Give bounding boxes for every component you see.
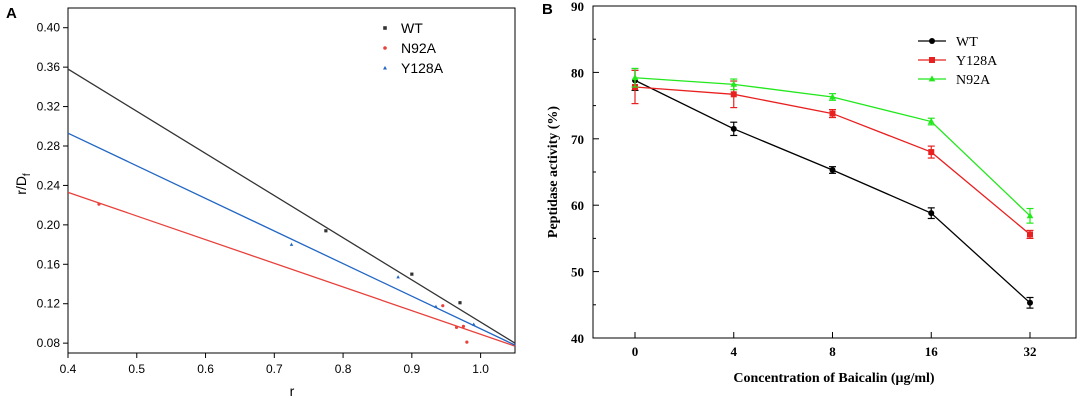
panel-a-x-tick-label: 0.8 [335, 362, 352, 376]
panel-b-y-tick-label: 60 [571, 198, 584, 213]
panel-a-point-y128a [471, 322, 476, 326]
panel-a-y-tick-label: 0.12 [37, 297, 61, 311]
panel-b-point-wt [928, 210, 935, 217]
panel-b-point-y128a [829, 110, 836, 117]
panel-a-y-tick-label: 0.16 [37, 257, 61, 271]
panel-a-x-tick-label: 0.4 [60, 362, 77, 376]
panel-a-legend-label: Y128A [401, 60, 444, 76]
panel-a-point-wt [458, 301, 462, 305]
panel-a-fit-line-n92a [67, 191, 516, 347]
panel-b-legend-label: Y128A [956, 54, 998, 69]
panel-b-legend-marker-n92a [928, 75, 936, 82]
panel-b-y-tick-label: 90 [571, 0, 584, 14]
panel-a-y-tick-label: 0.08 [37, 336, 61, 350]
panel-a-x-tick-label: 0.9 [404, 362, 421, 376]
panel-b-point-wt [829, 167, 836, 174]
panel-a-legend-label: WT [401, 20, 423, 36]
panel-b: B 0 4 8 16 32 40 50 60 70 80 90 WT Y128A N92A Conce… [542, 0, 1077, 386]
panel-a-y-tick-label: 0.32 [37, 100, 61, 114]
panel-b-point-y128a [1027, 231, 1033, 238]
panel-a-y-axis-label: r/Df [13, 173, 33, 195]
panel-a-point-n92a [465, 340, 469, 344]
panel-a-x-tick-label: 0.7 [266, 362, 283, 376]
panel-b-x-tick-label: 8 [829, 344, 836, 359]
panel-b-y-tick-label: 70 [571, 132, 584, 147]
panel-b-x-tick-label: 0 [632, 344, 639, 359]
panel-a-letter: A [6, 5, 17, 22]
panel-b-x-axis-label: Concentration of Baicalin (μg/ml) [733, 371, 935, 386]
panel-a-legend-label: N92A [401, 40, 437, 56]
panel-b-point-n92a [1026, 212, 1034, 219]
panel-a-x-axis-label: r [290, 383, 295, 399]
panel-a-point-n92a [461, 324, 466, 328]
panel-a-y-tick-label: 0.36 [37, 60, 61, 74]
panel-a-point-y128a [396, 275, 400, 279]
panel-b-x-tick-label: 32 [1024, 344, 1037, 359]
panel-a-legend-marker-n92a [383, 46, 387, 50]
panel-b-legend-marker-y128a [929, 57, 935, 63]
panel-b-legend-label: N92A [956, 73, 991, 88]
panel-a-x-tick-label: 0.6 [197, 362, 214, 376]
panel-a-point-wt [324, 229, 328, 233]
panel-a-y-tick-label: 0.40 [37, 21, 61, 35]
panel-b-letter: B [542, 1, 553, 18]
panel-b-x-tick-label: 4 [731, 344, 738, 359]
panel-a-point-n92a [454, 325, 459, 329]
panel-b-point-y128a [730, 91, 737, 98]
panel-b-y-tick-label: 40 [571, 331, 584, 346]
panel-b-y-axis-label: Peptidase activity (%) [546, 106, 561, 239]
panel-b-point-n92a [927, 117, 935, 124]
panel-a-point-n92a [97, 202, 101, 206]
panel-a-point-wt [410, 272, 414, 276]
panel-a-y-tick-label: 0.20 [37, 218, 61, 232]
panel-b-point-n92a [631, 74, 639, 81]
panel-b-point-y128a [928, 149, 935, 156]
panel-b-y-tick-label: 80 [571, 65, 584, 80]
panel-a-point-y128a [434, 304, 438, 308]
panel-a-fit-line-wt [67, 68, 516, 344]
panel-b-legend-label: WT [956, 35, 978, 50]
panel-b-legend-marker-wt [929, 38, 935, 44]
panel-a-plot-area [67, 7, 516, 354]
panel-a-legend-marker-y128a [383, 65, 387, 70]
panel-a-x-tick-label: 0.5 [128, 362, 145, 376]
panel-a-point-y128a [289, 242, 294, 246]
panel-b-point-wt [1027, 299, 1033, 306]
panel-b-point-wt [730, 125, 737, 132]
panel-b-y-tick-label: 50 [571, 265, 584, 280]
panel-b-point-n92a [730, 80, 738, 87]
panel-a-point-n92a [441, 304, 445, 308]
panel-b-point-n92a [829, 93, 836, 100]
panel-a-x-tick-label: 1.0 [472, 362, 489, 376]
panel-a-y-tick-label: 0.28 [37, 139, 61, 153]
panel-a-legend-marker-wt [383, 26, 387, 30]
panel-a-fit-line-y128a [67, 132, 516, 346]
panel-a: A 0.4 0.5 0.6 0.7 0.8 0.9 1.0 0.08 0.12 0.16 0.20… [6, 5, 516, 399]
panel-a-y-tick-label: 0.24 [37, 178, 61, 192]
panel-b-x-tick-label: 16 [925, 344, 939, 359]
